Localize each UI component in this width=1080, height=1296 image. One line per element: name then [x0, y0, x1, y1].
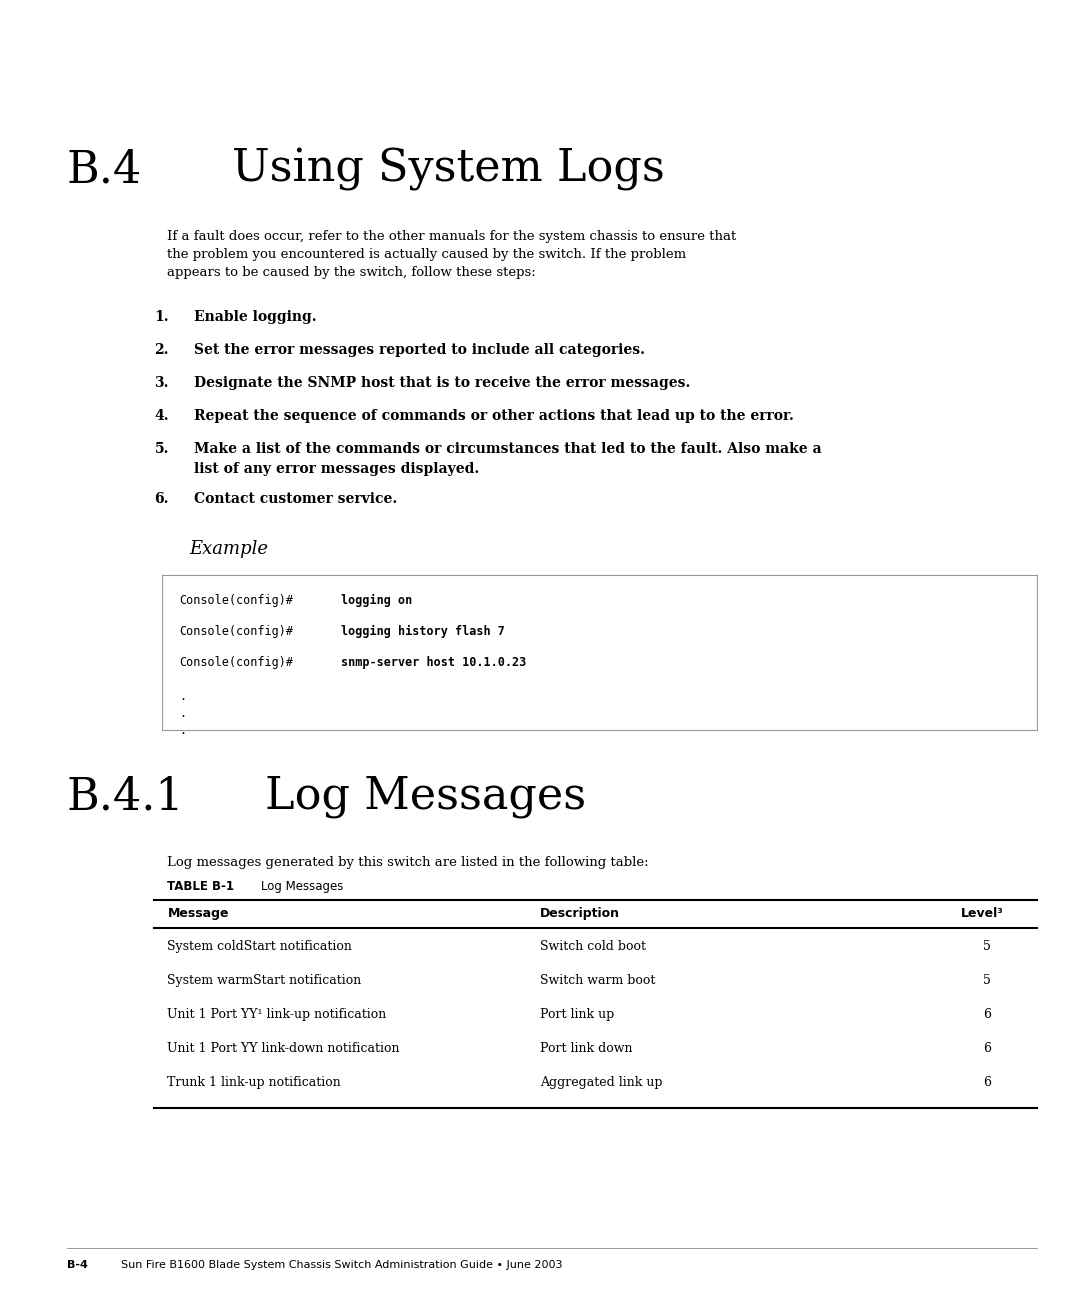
- Text: TABLE B-1: TABLE B-1: [167, 880, 234, 893]
- Text: Contact customer service.: Contact customer service.: [194, 492, 397, 505]
- Text: 4.: 4.: [154, 410, 170, 422]
- Text: Sun Fire B1600 Blade System Chassis Switch Administration Guide • June 2003: Sun Fire B1600 Blade System Chassis Swit…: [121, 1260, 563, 1270]
- Text: Example: Example: [189, 540, 268, 559]
- Text: the problem you encountered is actually caused by the switch. If the problem: the problem you encountered is actually …: [167, 248, 687, 260]
- Text: list of any error messages displayed.: list of any error messages displayed.: [194, 461, 480, 476]
- Text: 5: 5: [983, 975, 990, 988]
- Text: appears to be caused by the switch, follow these steps:: appears to be caused by the switch, foll…: [167, 266, 536, 279]
- Text: Unit 1 Port YY link-down notification: Unit 1 Port YY link-down notification: [167, 1042, 400, 1055]
- Text: 3.: 3.: [154, 376, 168, 390]
- Text: logging on: logging on: [341, 594, 413, 607]
- Text: System warmStart notification: System warmStart notification: [167, 975, 362, 988]
- Text: Log Messages: Log Messages: [261, 880, 343, 893]
- Text: 5: 5: [983, 940, 990, 953]
- Text: Console(config)#: Console(config)#: [179, 656, 294, 669]
- Text: 6: 6: [983, 1042, 990, 1055]
- Text: System coldStart notification: System coldStart notification: [167, 940, 352, 953]
- Text: 6.: 6.: [154, 492, 168, 505]
- Text: .: .: [179, 706, 187, 719]
- Text: Aggregated link up: Aggregated link up: [540, 1076, 662, 1089]
- Text: Log Messages: Log Messages: [265, 775, 585, 818]
- Text: Switch warm boot: Switch warm boot: [540, 975, 656, 988]
- Text: 6: 6: [983, 1076, 990, 1089]
- Text: Level³: Level³: [961, 907, 1004, 920]
- Text: If a fault does occur, refer to the other manuals for the system chassis to ensu: If a fault does occur, refer to the othe…: [167, 229, 737, 244]
- Text: Console(config)#: Console(config)#: [179, 625, 294, 638]
- Text: Log messages generated by this switch are listed in the following table:: Log messages generated by this switch ar…: [167, 855, 649, 870]
- Text: Using System Logs: Using System Logs: [232, 148, 665, 192]
- Text: Make a list of the commands or circumstances that led to the fault. Also make a: Make a list of the commands or circumsta…: [194, 442, 822, 456]
- Text: 5.: 5.: [154, 442, 168, 456]
- Text: Console(config)#: Console(config)#: [179, 594, 294, 607]
- Text: B-4: B-4: [67, 1260, 87, 1270]
- Text: B.4: B.4: [67, 148, 143, 192]
- Text: .: .: [179, 723, 187, 737]
- Text: 1.: 1.: [154, 310, 170, 324]
- Text: Switch cold boot: Switch cold boot: [540, 940, 646, 953]
- Text: Message: Message: [167, 907, 229, 920]
- Text: Port link down: Port link down: [540, 1042, 633, 1055]
- Text: .: .: [179, 689, 187, 702]
- Text: 6: 6: [983, 1008, 990, 1021]
- Text: snmp-server host 10.1.0.23: snmp-server host 10.1.0.23: [341, 656, 527, 669]
- Text: Set the error messages reported to include all categories.: Set the error messages reported to inclu…: [194, 343, 646, 356]
- Text: Enable logging.: Enable logging.: [194, 310, 318, 324]
- Text: Trunk 1 link-up notification: Trunk 1 link-up notification: [167, 1076, 341, 1089]
- Text: Repeat the sequence of commands or other actions that lead up to the error.: Repeat the sequence of commands or other…: [194, 410, 794, 422]
- Text: logging history flash 7: logging history flash 7: [341, 625, 505, 638]
- Text: Port link up: Port link up: [540, 1008, 615, 1021]
- Text: 2.: 2.: [154, 343, 168, 356]
- Text: Designate the SNMP host that is to receive the error messages.: Designate the SNMP host that is to recei…: [194, 376, 691, 390]
- Text: Unit 1 Port YY¹ link-up notification: Unit 1 Port YY¹ link-up notification: [167, 1008, 387, 1021]
- Text: B.4.1: B.4.1: [67, 775, 185, 818]
- Text: Description: Description: [540, 907, 620, 920]
